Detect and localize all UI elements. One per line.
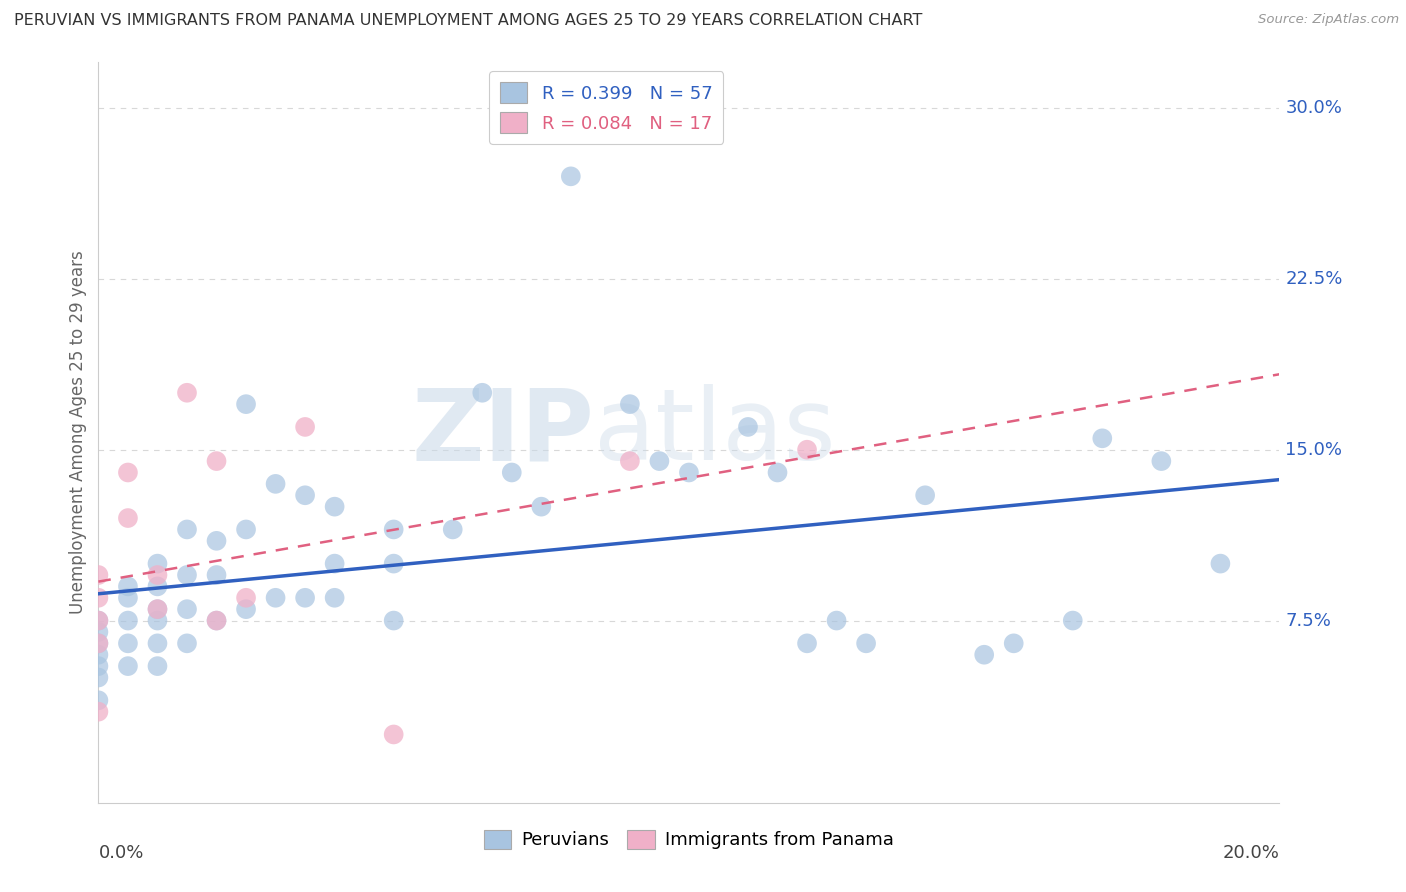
Point: [87, 636, 110, 650]
Y-axis label: Unemployment Among Ages 25 to 29 years: Unemployment Among Ages 25 to 29 years: [69, 251, 87, 615]
Point: [973, 648, 995, 662]
Point: [855, 636, 877, 650]
Point: [264, 476, 287, 491]
Point: [87, 648, 110, 662]
Point: [146, 579, 169, 593]
Text: PERUVIAN VS IMMIGRANTS FROM PANAMA UNEMPLOYMENT AMONG AGES 25 TO 29 YEARS CORREL: PERUVIAN VS IMMIGRANTS FROM PANAMA UNEMP…: [14, 13, 922, 29]
Point: [796, 442, 818, 457]
Point: [471, 385, 494, 400]
Point: [146, 602, 169, 616]
Text: 20.0%: 20.0%: [1223, 844, 1279, 862]
Point: [441, 523, 464, 537]
Text: Source: ZipAtlas.com: Source: ZipAtlas.com: [1258, 13, 1399, 27]
Point: [146, 568, 169, 582]
Point: [87, 568, 110, 582]
Point: [264, 591, 287, 605]
Point: [766, 466, 789, 480]
Text: 15.0%: 15.0%: [1285, 441, 1343, 458]
Point: [294, 420, 316, 434]
Point: [176, 568, 198, 582]
Point: [205, 454, 228, 468]
Point: [117, 636, 139, 650]
Text: ZIP: ZIP: [412, 384, 595, 481]
Point: [501, 466, 523, 480]
Point: [1091, 431, 1114, 445]
Point: [176, 523, 198, 537]
Point: [382, 523, 405, 537]
Point: [619, 454, 641, 468]
Point: [87, 705, 110, 719]
Text: 22.5%: 22.5%: [1285, 270, 1343, 288]
Text: 0.0%: 0.0%: [98, 844, 143, 862]
Point: [205, 614, 228, 628]
Point: [117, 591, 139, 605]
Point: [323, 500, 346, 514]
Point: [1062, 614, 1084, 628]
Point: [87, 614, 110, 628]
Point: [117, 614, 139, 628]
Point: [1150, 454, 1173, 468]
Point: [176, 602, 198, 616]
Point: [560, 169, 582, 184]
Point: [619, 397, 641, 411]
Legend: Peruvians, Immigrants from Panama: Peruvians, Immigrants from Panama: [477, 822, 901, 856]
Point: [530, 500, 553, 514]
Point: [235, 602, 257, 616]
Point: [117, 579, 139, 593]
Point: [146, 602, 169, 616]
Text: 30.0%: 30.0%: [1285, 99, 1343, 117]
Point: [117, 511, 139, 525]
Point: [205, 533, 228, 548]
Point: [176, 385, 198, 400]
Point: [825, 614, 848, 628]
Point: [235, 591, 257, 605]
Point: [87, 636, 110, 650]
Point: [1209, 557, 1232, 571]
Point: [87, 591, 110, 605]
Point: [1002, 636, 1025, 650]
Point: [235, 397, 257, 411]
Point: [294, 591, 316, 605]
Point: [87, 614, 110, 628]
Point: [146, 557, 169, 571]
Point: [796, 636, 818, 650]
Point: [382, 727, 405, 741]
Point: [87, 624, 110, 639]
Point: [87, 671, 110, 685]
Point: [323, 557, 346, 571]
Point: [87, 693, 110, 707]
Point: [382, 557, 405, 571]
Text: 7.5%: 7.5%: [1285, 612, 1331, 630]
Point: [678, 466, 700, 480]
Point: [205, 568, 228, 582]
Point: [737, 420, 759, 434]
Point: [205, 614, 228, 628]
Point: [648, 454, 671, 468]
Point: [87, 659, 110, 673]
Point: [117, 659, 139, 673]
Point: [117, 466, 139, 480]
Point: [294, 488, 316, 502]
Point: [176, 636, 198, 650]
Point: [382, 614, 405, 628]
Point: [323, 591, 346, 605]
Point: [146, 659, 169, 673]
Point: [146, 636, 169, 650]
Text: atlas: atlas: [595, 384, 837, 481]
Point: [914, 488, 936, 502]
Point: [146, 614, 169, 628]
Point: [235, 523, 257, 537]
